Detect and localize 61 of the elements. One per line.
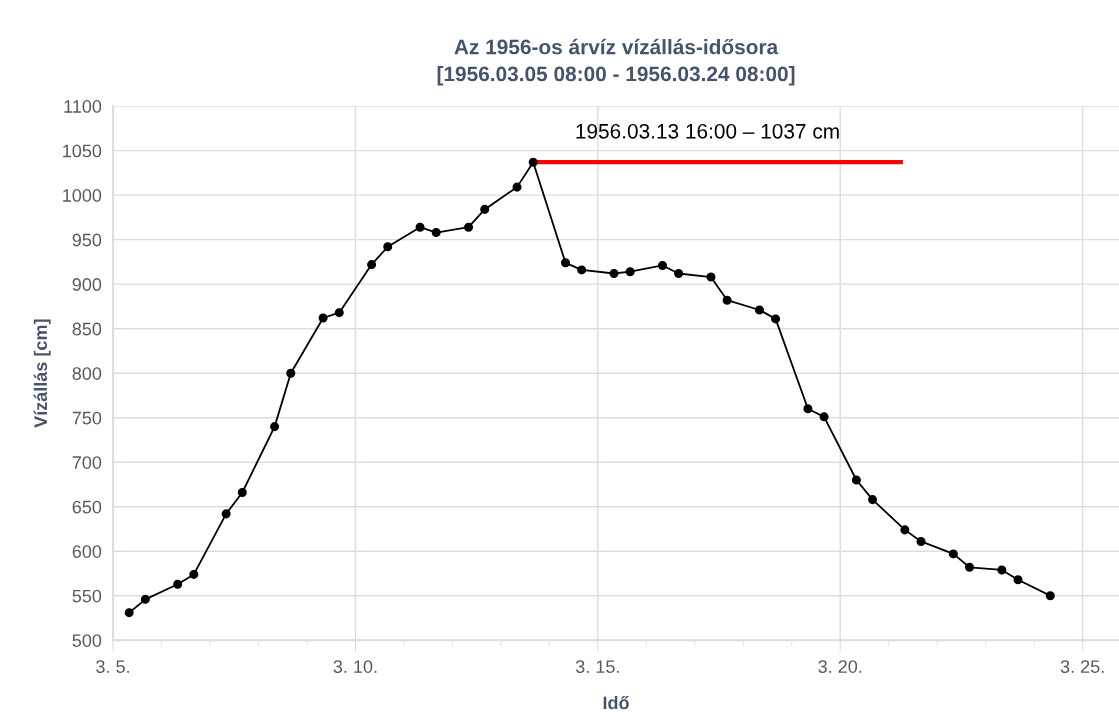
point (965, 562, 975, 572)
y-tick-label: 650 (72, 500, 102, 514)
point (124, 608, 134, 618)
x-tick-label: 3. 10. (333, 660, 377, 673)
x-tick-label: 3. 15. (575, 660, 619, 673)
point (415, 222, 425, 232)
annotation: 1956.03.13 16:00 – 1037 cm (576, 123, 839, 139)
point (754, 305, 764, 315)
point (819, 412, 829, 422)
y-axis-title: Vízállás [cm] (33, 319, 51, 428)
y-tick-label: 800 (72, 367, 102, 380)
y-tick-label: 750 (72, 411, 102, 425)
point (480, 204, 490, 214)
point (997, 565, 1007, 575)
point (722, 295, 732, 305)
point (706, 272, 716, 282)
point (464, 222, 474, 232)
y-tick-label: 1100 (64, 100, 102, 113)
point (771, 314, 781, 324)
point (286, 368, 296, 378)
point (657, 260, 667, 270)
point (237, 487, 247, 498)
x-axis-title: Idő (603, 696, 629, 710)
point (383, 242, 393, 252)
point (221, 509, 231, 519)
x-tick-label: 3. 5. (96, 660, 129, 673)
point (625, 267, 635, 277)
x-tick-label: 3. 20. (818, 660, 862, 673)
point (431, 228, 441, 238)
point (577, 265, 587, 275)
y-tick-label: 1000 (63, 189, 102, 202)
point (140, 594, 150, 604)
point (318, 313, 328, 323)
point (900, 525, 910, 535)
point (270, 422, 280, 432)
point (334, 308, 344, 318)
y-tick-label: 700 (72, 456, 102, 469)
point (560, 258, 571, 268)
point (1045, 591, 1055, 601)
point (674, 268, 684, 279)
point (189, 569, 199, 579)
y-tick-label: 500 (72, 634, 102, 647)
point (528, 157, 538, 167)
point (173, 579, 183, 589)
y-tick-label: 1050 (63, 144, 102, 158)
point (512, 182, 522, 192)
point (609, 268, 619, 279)
y-tick-label: 550 (72, 589, 102, 603)
x-tick-label: 3. 25. (1060, 660, 1104, 673)
y-tick-label: 900 (72, 278, 102, 291)
y-tick-label: 850 (72, 322, 102, 336)
point (868, 495, 878, 505)
point (948, 549, 958, 559)
point (916, 536, 926, 546)
y-tick-label: 600 (72, 545, 102, 558)
y-tick-label: 950 (72, 233, 102, 247)
point (851, 475, 861, 485)
point (803, 404, 813, 414)
point (367, 260, 377, 270)
chart-title: Az 1956-os árvíz vízállás-idősora [1956.03.05 08:00 - 1956.03.24 08:00] (437, 38, 795, 86)
point (1013, 575, 1023, 585)
